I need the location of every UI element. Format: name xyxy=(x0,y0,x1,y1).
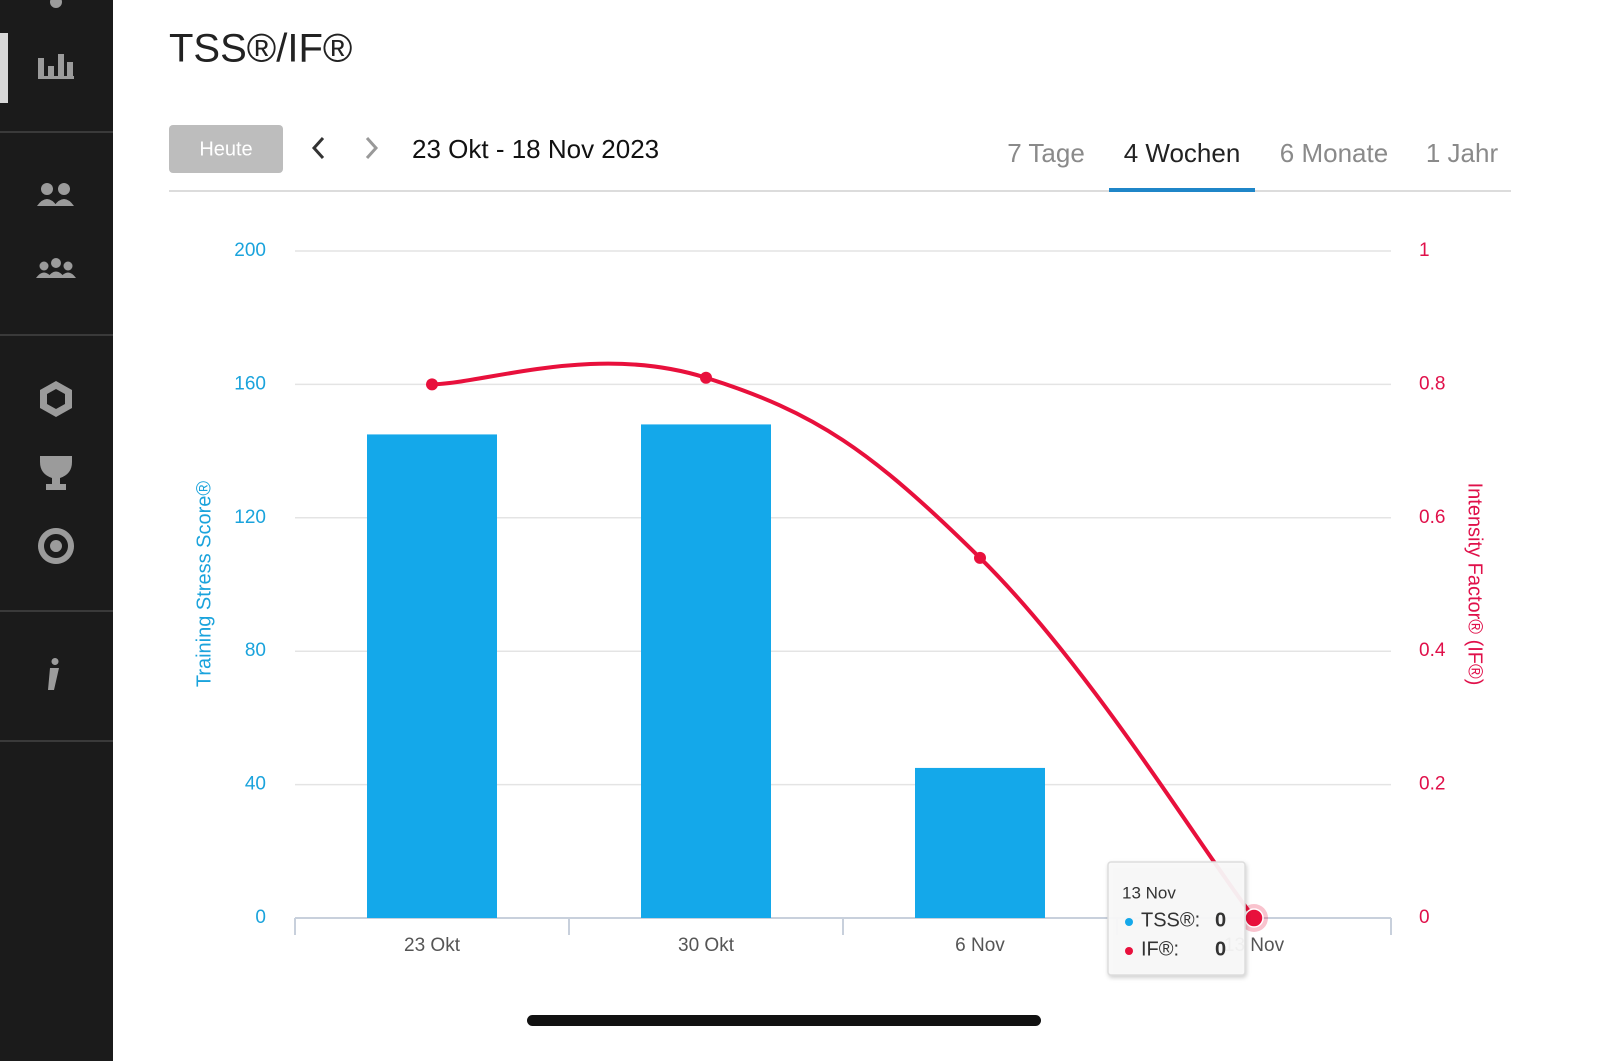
active-indicator xyxy=(0,33,8,103)
y2-tick-label: 0.4 xyxy=(1419,640,1446,661)
tabs: 7 Tage 4 Wochen 6 Monate 1 Jahr xyxy=(1007,138,1498,192)
y-tick-label: 0 xyxy=(255,907,266,928)
line xyxy=(431,361,1256,920)
date-range: 23 Okt - 18 Nov 2023 xyxy=(412,134,659,164)
tooltip-marker xyxy=(1125,947,1133,955)
y2-tick-label: 0 xyxy=(1419,907,1430,928)
tooltip-box xyxy=(1107,861,1246,976)
icon-top[interactable] xyxy=(50,0,62,8)
icon-users[interactable] xyxy=(37,183,74,206)
tooltip-value: 0 xyxy=(1215,909,1226,931)
tab[interactable]: 1 Jahr xyxy=(1426,138,1499,168)
icon-trophy[interactable] xyxy=(40,456,72,490)
icon-hexagon[interactable] xyxy=(40,381,72,417)
y-tick-label: 80 xyxy=(245,640,266,661)
y-tick-label: 120 xyxy=(234,507,266,528)
bar xyxy=(367,434,497,918)
x-tick-label: 30 Okt xyxy=(678,935,735,956)
y2-tick-label: 0.8 xyxy=(1419,373,1445,394)
today-button[interactable] xyxy=(169,125,283,173)
chart: 0 40 80 120 160 200 0 0.2 0.4 0.6 0.8 1 Training Str… xyxy=(193,240,1486,976)
point[interactable] xyxy=(426,378,438,391)
tab[interactable]: 6 Monate xyxy=(1280,138,1388,168)
sidebar-icons[interactable] xyxy=(36,0,76,690)
tooltip-marker xyxy=(1125,918,1133,926)
icon-chart[interactable] xyxy=(38,54,74,79)
tab[interactable]: 4 Wochen xyxy=(1124,138,1241,168)
y-axis-title: Training Stress Score® xyxy=(193,481,215,688)
today-button-label[interactable]: Heute xyxy=(199,138,252,160)
y-tick-label: 200 xyxy=(234,240,266,261)
x-tick-label: 23 Okt xyxy=(404,935,461,956)
point[interactable] xyxy=(974,551,986,564)
home-indicator xyxy=(527,1015,1041,1026)
point[interactable] xyxy=(1244,908,1264,928)
tooltip-value: 0 xyxy=(1215,938,1226,960)
icon-target[interactable] xyxy=(38,528,75,564)
y2-tick-label: 1 xyxy=(1419,240,1430,261)
tooltip-label: TSS®: xyxy=(1141,909,1200,931)
next-button[interactable] xyxy=(365,136,379,160)
y-tick-label: 40 xyxy=(245,774,266,795)
y2-axis-title: Intensity Factor® (IF®) xyxy=(1464,483,1486,686)
prev-button[interactable] xyxy=(311,136,325,160)
tab-underline xyxy=(1109,188,1255,192)
x-tick-label: 6 Nov xyxy=(955,935,1005,956)
y2-tick-label: 0.2 xyxy=(1419,774,1445,795)
icon-info[interactable] xyxy=(48,658,59,690)
tooltip: 13 Nov TSS®: 0 IF®: 0 xyxy=(1107,861,1246,976)
bar xyxy=(641,424,771,918)
point[interactable] xyxy=(700,371,712,384)
tooltip-label: IF®: xyxy=(1141,938,1179,960)
y-tick-label: 160 xyxy=(234,373,266,394)
page-title: TSS®/IF® xyxy=(169,27,352,71)
y2-tick-label: 0.6 xyxy=(1419,507,1445,528)
icon-group[interactable] xyxy=(36,258,76,278)
tab[interactable]: 7 Tage xyxy=(1007,138,1085,168)
bar xyxy=(915,767,1045,918)
tooltip-title: 13 Nov xyxy=(1122,883,1176,902)
sidebar-dividers xyxy=(0,131,113,742)
